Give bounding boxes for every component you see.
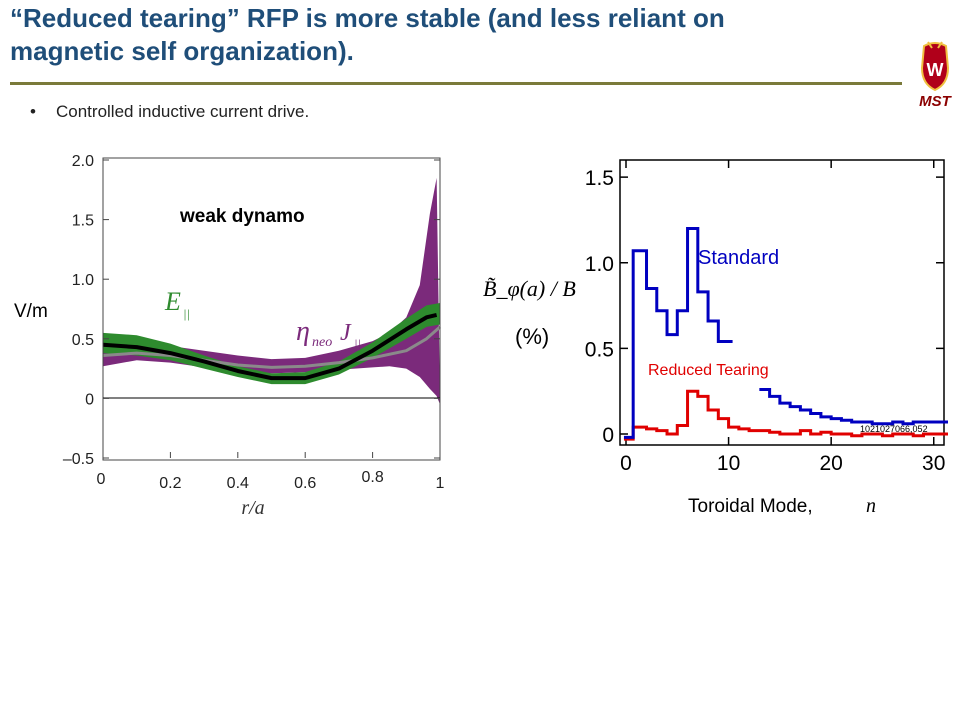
left-chart: –0.500.51.01.52.00 0.2 0.4 0.6 0.8 1 weak dyn… xyxy=(14,153,445,519)
left-x-tick-label: 0.4 xyxy=(227,475,249,492)
logo-letter: W xyxy=(927,60,944,80)
left-y-tick-label: 2.0 xyxy=(72,153,94,170)
label-j: J xyxy=(340,320,352,346)
left-x-tick-label: 1 xyxy=(436,475,445,492)
bullet-text: Controlled inductive current drive. xyxy=(56,102,310,121)
left-y-tick-label: 0 xyxy=(85,391,94,408)
left-x-tick-label: 0.8 xyxy=(361,469,383,486)
left-x-tick-label: 0.6 xyxy=(294,475,316,492)
right-y-label: B̃_φ(a) / B xyxy=(483,276,576,301)
label-eta: η xyxy=(296,316,310,347)
title-line-1: “Reduced tearing” RFP is more stable (an… xyxy=(10,3,725,33)
label-eta-sub: neo xyxy=(312,335,332,350)
bullet-dot: • xyxy=(30,102,36,121)
standard-line xyxy=(623,227,733,439)
right-y-tick-label: 1.0 xyxy=(585,253,614,276)
left-y-tick-label: 1.5 xyxy=(72,213,94,230)
e-par-band xyxy=(103,303,440,385)
standard-line-tail xyxy=(759,387,948,426)
right-y-unit: (%) xyxy=(515,324,549,349)
label-e-par: E xyxy=(164,287,181,316)
right-x-tick-label: 20 xyxy=(819,452,842,475)
left-x-tick-label: 0.2 xyxy=(159,475,181,492)
left-y-tick-label: 0.5 xyxy=(72,332,94,349)
left-y-label: V/m xyxy=(14,301,48,322)
title-line-2: magnetic self organization). xyxy=(10,36,354,66)
right-y-tick-label: 0.5 xyxy=(585,338,614,361)
right-x-tick-label: 10 xyxy=(717,452,740,475)
right-x-tick-label: 30 xyxy=(922,452,945,475)
left-plot-frame xyxy=(102,157,441,461)
e-par-mean-line xyxy=(102,313,438,381)
right-y-tick-label: 0 xyxy=(602,424,614,447)
right-plot-frame xyxy=(619,159,945,446)
legend-reduced-tearing: Reduced Tearing xyxy=(648,362,769,379)
right-x-tick-label: 0 xyxy=(620,452,632,475)
right-chart: 0 0.5 1.0 1.5 0 10 20 30 Standard Reduced Teari… xyxy=(483,159,948,517)
label-j-sub: || xyxy=(354,336,361,351)
right-x-label: Toroidal Mode, xyxy=(688,496,813,517)
eta-j-band xyxy=(103,177,440,405)
logo-text: MST xyxy=(919,93,953,110)
eta-j-mean-line xyxy=(102,325,441,369)
bullet-item: • Controlled inductive current drive. xyxy=(30,102,309,122)
title-divider xyxy=(10,82,902,85)
left-x-label: r/a xyxy=(241,497,264,519)
left-y-tick-label: –0.5 xyxy=(63,451,94,468)
slide-title: “Reduced tearing” RFP is more stable (an… xyxy=(10,2,900,68)
shot-label: 1021027066,052 xyxy=(860,424,928,434)
right-x-label-var: n xyxy=(866,495,876,517)
left-x-tick-label: 0 xyxy=(97,471,106,488)
label-e-par-sub: || xyxy=(183,306,190,321)
left-chart-title: weak dynamo xyxy=(179,206,305,227)
left-y-tick-label: 1.0 xyxy=(72,272,94,289)
legend-standard: Standard xyxy=(698,247,779,269)
right-y-tick-label: 1.5 xyxy=(585,167,614,190)
reduced-tearing-line xyxy=(623,389,948,441)
mst-logo: W MST xyxy=(919,41,953,110)
